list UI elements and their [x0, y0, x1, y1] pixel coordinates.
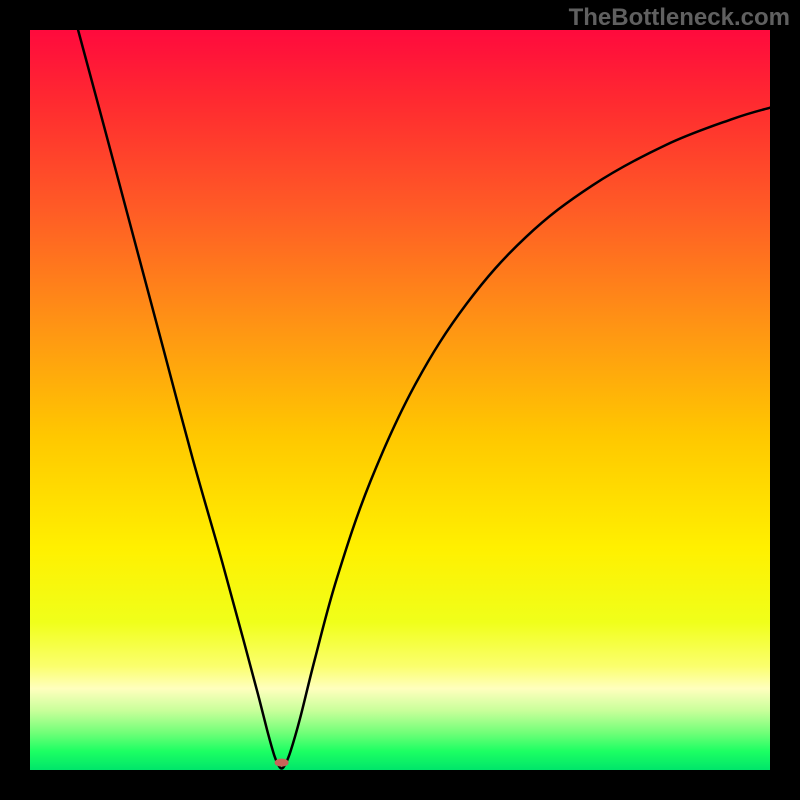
optimal-point-marker: [274, 758, 289, 767]
bottleneck-curve: [30, 30, 770, 770]
plot-area: [30, 30, 770, 770]
watermark-text: TheBottleneck.com: [569, 4, 790, 32]
chart-frame: TheBottleneck.com: [0, 0, 800, 800]
